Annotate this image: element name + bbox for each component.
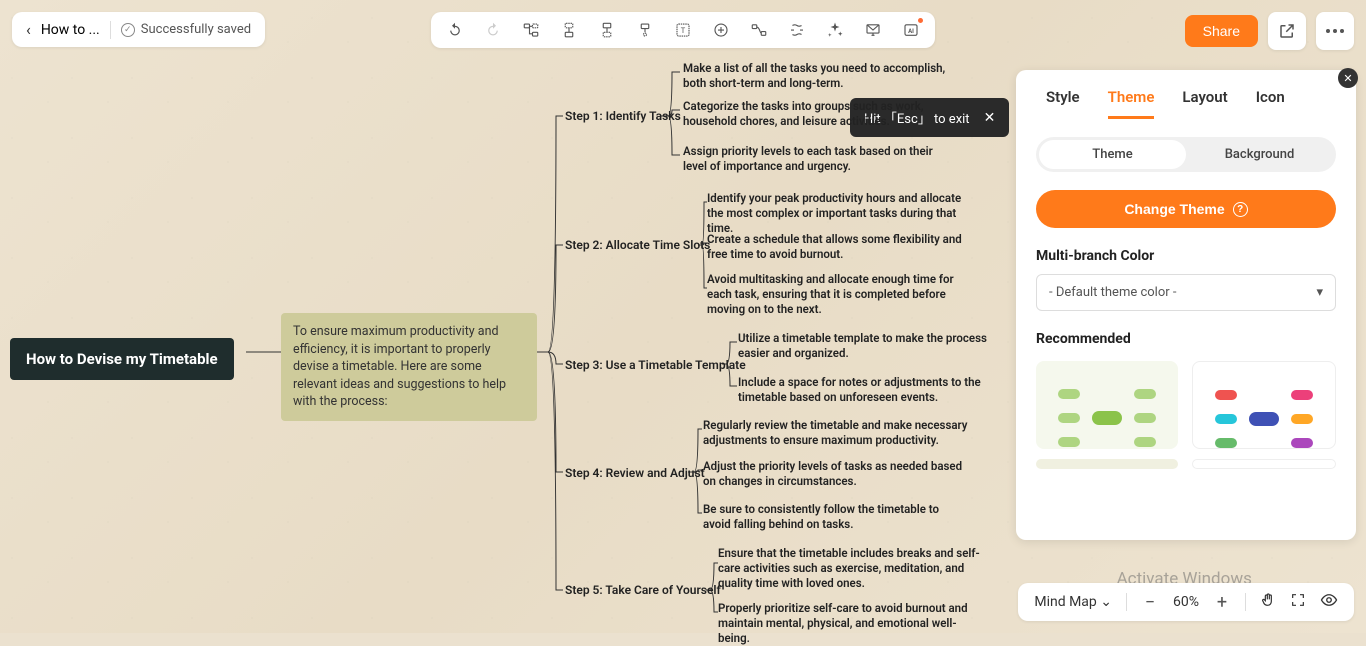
leaf-node[interactable]: Identify your peak productivity hours an…	[707, 191, 972, 236]
svg-text:AI: AI	[908, 28, 914, 35]
change-theme-button[interactable]: Change Theme ?	[1036, 190, 1336, 228]
root-node[interactable]: How to Devise my Timetable	[10, 338, 234, 380]
tab-layout[interactable]: Layout	[1182, 88, 1227, 119]
step-node[interactable]: Step 5: Take Care of Yourself	[565, 583, 721, 597]
theme-thumb-1[interactable]	[1036, 361, 1178, 449]
panel-close-icon[interactable]: ✕	[1338, 68, 1358, 88]
step-node[interactable]: Step 1: Identify Tasks	[565, 109, 681, 123]
undo-icon[interactable]	[445, 20, 465, 40]
summary-icon[interactable]	[787, 20, 807, 40]
doc-title[interactable]: How to ...	[41, 22, 100, 38]
sub-tabs: Theme Background	[1036, 137, 1336, 172]
sparkle-icon[interactable]	[825, 20, 845, 40]
help-icon: ?	[1233, 202, 1248, 217]
header-left: ‹ How to ... ✓ Successfully saved	[12, 12, 265, 47]
subtopic-icon[interactable]	[521, 20, 541, 40]
more-icon[interactable]	[1316, 12, 1354, 50]
leaf-node[interactable]: Make a list of all the tasks you need to…	[683, 61, 948, 91]
subtab-background[interactable]: Background	[1186, 140, 1333, 169]
hand-tool-icon[interactable]	[1260, 592, 1276, 612]
add-icon[interactable]	[711, 20, 731, 40]
step-node[interactable]: Step 2: Allocate Time Slots	[565, 238, 710, 252]
topic-after-icon[interactable]	[597, 20, 617, 40]
fit-icon[interactable]	[1290, 592, 1306, 612]
relation-icon[interactable]	[749, 20, 769, 40]
zoom-level: 60%	[1173, 594, 1199, 610]
leaf-node[interactable]: Create a schedule that allows some flexi…	[707, 232, 972, 262]
leaf-node[interactable]: Adjust the priority levels of tasks as n…	[703, 459, 968, 489]
divider	[1245, 593, 1246, 611]
text-icon[interactable]: T	[673, 20, 693, 40]
eye-icon[interactable]	[1320, 591, 1338, 613]
header-right: Share	[1185, 12, 1354, 50]
theme-thumbnails	[1036, 361, 1336, 449]
tab-style[interactable]: Style	[1046, 88, 1080, 119]
leaf-node[interactable]: Regularly review the timetable and make …	[703, 418, 968, 448]
step-node[interactable]: Step 3: Use a Timetable Template	[565, 358, 746, 372]
tab-theme[interactable]: Theme	[1108, 88, 1155, 119]
present-icon[interactable]	[863, 20, 883, 40]
zoom-in-icon[interactable]: +	[1213, 592, 1231, 613]
description-node[interactable]: To ensure maximum productivity and effic…	[281, 313, 537, 421]
bottom-bar: Mind Map ⌄ − 60% +	[1018, 583, 1354, 621]
theme-thumb-4[interactable]	[1192, 459, 1336, 469]
color-select[interactable]: - Default theme color - ▾	[1036, 274, 1336, 311]
divider	[110, 21, 111, 39]
step-node[interactable]: Step 4: Review and Adjust	[565, 466, 705, 480]
theme-panel: ✕ Style Theme Layout Icon Theme Backgrou…	[1016, 70, 1356, 540]
floating-icon[interactable]	[635, 20, 655, 40]
divider	[1126, 593, 1127, 611]
topic-before-icon[interactable]	[559, 20, 579, 40]
theme-thumb-2[interactable]	[1192, 361, 1336, 449]
subtab-theme[interactable]: Theme	[1039, 140, 1186, 169]
leaf-node[interactable]: Assign priority levels to each task base…	[683, 144, 948, 174]
save-status: ✓ Successfully saved	[121, 22, 251, 37]
leaf-node[interactable]: Be sure to consistently follow the timet…	[703, 502, 968, 532]
back-icon[interactable]: ‹	[26, 20, 31, 39]
toolbar: T AI	[431, 12, 935, 48]
chevron-down-icon: ⌄	[1100, 594, 1112, 610]
close-icon[interactable]: ✕	[984, 110, 996, 126]
theme-thumb-3[interactable]	[1036, 459, 1178, 469]
zoom-out-icon[interactable]: −	[1141, 592, 1159, 613]
svg-text:T: T	[681, 26, 686, 35]
chevron-down-icon: ▾	[1316, 285, 1323, 300]
leaf-node[interactable]: Include a space for notes or adjustments…	[738, 375, 1003, 405]
ai-icon[interactable]: AI	[901, 20, 921, 40]
check-icon: ✓	[121, 23, 135, 37]
redo-icon[interactable]	[483, 20, 503, 40]
view-mode[interactable]: Mind Map ⌄	[1034, 594, 1112, 610]
theme-thumbnails-row2	[1036, 459, 1336, 469]
leaf-node[interactable]: Avoid multitasking and allocate enough t…	[707, 272, 972, 317]
leaf-node[interactable]: Categorize the tasks into groups such as…	[683, 99, 948, 129]
panel-tabs: Style Theme Layout Icon	[1016, 70, 1356, 119]
multi-branch-label: Multi-branch Color	[1036, 248, 1336, 264]
leaf-node[interactable]: Ensure that the timetable includes break…	[718, 546, 983, 591]
share-button[interactable]: Share	[1185, 15, 1258, 47]
leaf-node[interactable]: Utilize a timetable template to make the…	[738, 331, 1003, 361]
recommended-label: Recommended	[1036, 331, 1336, 347]
tab-icon[interactable]: Icon	[1256, 88, 1285, 119]
open-external-icon[interactable]	[1268, 12, 1306, 50]
leaf-node[interactable]: Properly prioritize self-care to avoid b…	[718, 601, 983, 646]
